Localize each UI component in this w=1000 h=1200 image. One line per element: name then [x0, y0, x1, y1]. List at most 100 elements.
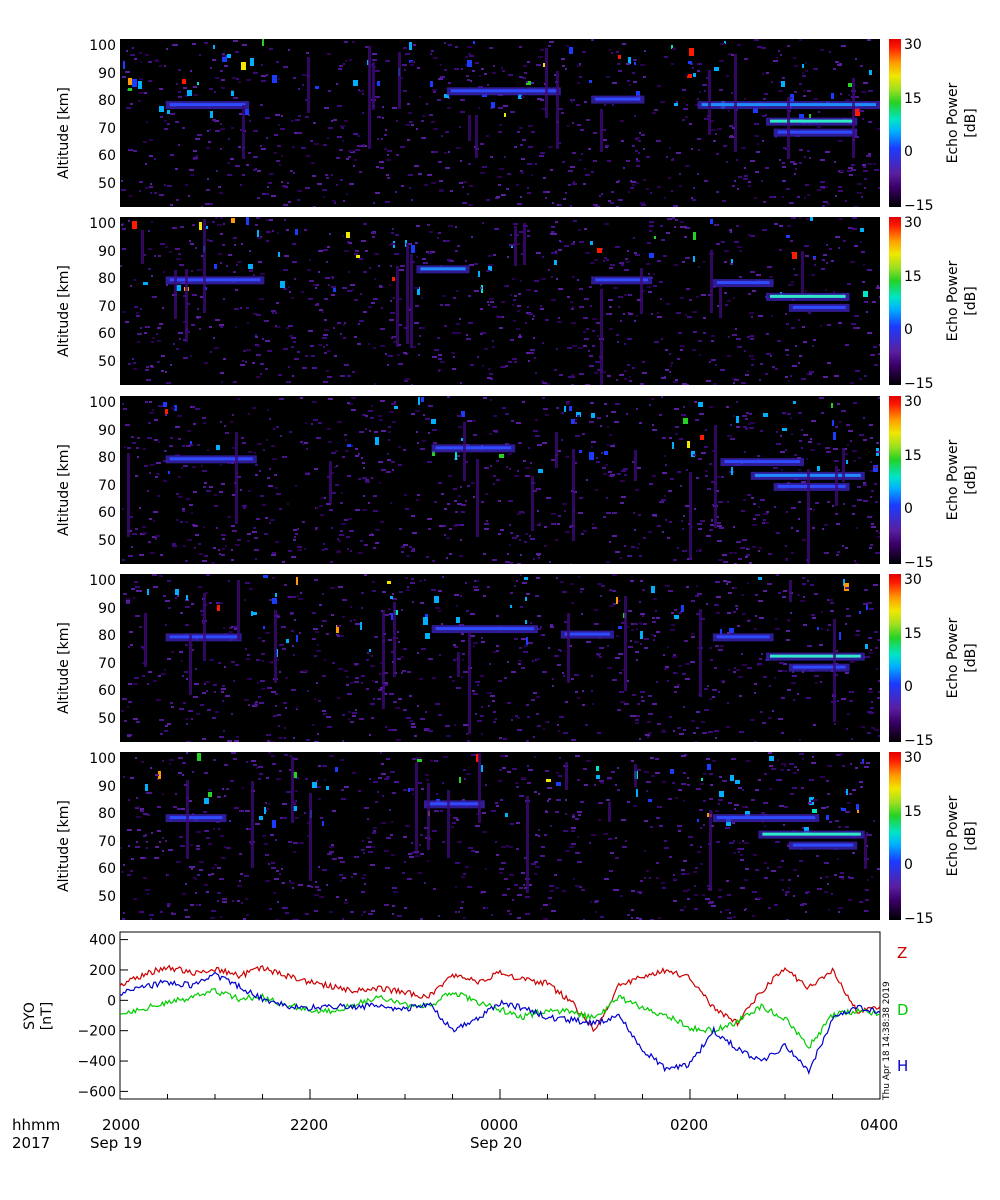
echo-cell [498, 500, 501, 502]
echo-cell [490, 465, 492, 467]
echo-cell [537, 524, 541, 526]
echo-cell [276, 870, 279, 872]
echo-cell [350, 550, 352, 552]
echo-cell [586, 479, 588, 481]
echo-cell [697, 851, 701, 853]
echo-cell [786, 892, 788, 894]
echo-cell [628, 312, 630, 314]
echo-cell [706, 535, 711, 537]
echo-cell [518, 663, 521, 665]
echo-cell [811, 762, 816, 764]
echo-cell [518, 336, 522, 338]
echo-cell [298, 884, 303, 886]
echo-cell [395, 191, 397, 193]
echo-cell [624, 269, 629, 271]
echo-cell [785, 313, 787, 315]
echo-cell [871, 526, 876, 528]
echo-cell [485, 784, 487, 786]
echo-cell [417, 652, 419, 654]
echo-cell [709, 529, 713, 531]
echo-cell [640, 691, 645, 693]
echo-cell [282, 648, 286, 650]
echo-cell [368, 410, 373, 412]
echo-cell [150, 464, 155, 466]
echo-cell [380, 400, 385, 402]
echo-cell [790, 612, 792, 614]
echo-cell [682, 89, 686, 91]
echo-cell [300, 397, 303, 399]
echo-cell [293, 806, 297, 811]
echo-cell [146, 121, 148, 123]
echo-cell [549, 890, 554, 892]
echo-cell [589, 365, 594, 367]
echo-cell [863, 603, 868, 605]
echo-cell [285, 677, 288, 679]
echo-cell [336, 896, 339, 898]
echo-cell [724, 250, 729, 252]
echo-cell [481, 501, 484, 503]
echo-cell [198, 543, 201, 545]
echo-cell [274, 134, 278, 136]
echo-cell [369, 534, 374, 536]
echo-cell [523, 651, 528, 653]
echo-cell [828, 909, 830, 911]
echo-cell [650, 192, 652, 194]
echo-cell [411, 852, 414, 854]
echo-cell [821, 628, 823, 630]
echo-cell [292, 919, 295, 921]
echo-cell [603, 473, 607, 475]
echo-cell [791, 433, 793, 435]
echo-cell [419, 678, 423, 680]
echo-cell [549, 885, 554, 887]
echo-cell [181, 467, 183, 469]
echo-cell [821, 611, 823, 613]
echo-cell [848, 83, 852, 87]
echo-cell [199, 222, 202, 230]
echo-cell [403, 90, 407, 92]
echo-streak [835, 466, 838, 506]
echo-cell [351, 876, 353, 878]
echo-cell [128, 799, 130, 801]
echo-cell [353, 133, 358, 135]
echo-cell [263, 626, 265, 629]
echo-cell [342, 456, 345, 458]
echo-cell [315, 287, 317, 289]
echo-cell [137, 333, 142, 335]
echo-cell [743, 426, 747, 428]
echo-cell [186, 723, 188, 725]
echo-cell [455, 658, 458, 660]
altitude-tick: 70 [98, 833, 116, 850]
echo-cell [519, 511, 524, 513]
echo-cell [168, 471, 170, 474]
echo-cell [582, 433, 585, 435]
echo-cell [557, 450, 561, 452]
echo-cell [681, 520, 683, 522]
echo-cell [839, 632, 841, 640]
echo-cell [703, 773, 706, 775]
echo-cell [193, 150, 197, 152]
echo-cell [430, 760, 433, 762]
echo-cell [814, 593, 818, 595]
echo-cell [748, 181, 751, 183]
echo-cell [867, 602, 872, 604]
echo-cell [583, 183, 586, 185]
echo-cell [602, 467, 606, 469]
echo-cell [135, 846, 140, 848]
echo-cell [233, 237, 237, 239]
echo-cell [341, 789, 344, 791]
echo-cell [763, 519, 766, 521]
echo-cell [146, 792, 151, 794]
echo-cell [411, 515, 415, 517]
echo-cell [579, 159, 582, 161]
echo-cell [322, 710, 326, 712]
echo-cell [278, 124, 280, 126]
echo-cell [242, 174, 245, 176]
echo-cell [710, 659, 713, 661]
echo-cell [389, 809, 391, 811]
echo-cell [546, 497, 551, 499]
echo-cell [247, 654, 250, 656]
echo-cell [510, 339, 514, 341]
echo-cell [262, 338, 264, 340]
echo-cell [869, 652, 873, 654]
echo-cell [216, 170, 218, 172]
